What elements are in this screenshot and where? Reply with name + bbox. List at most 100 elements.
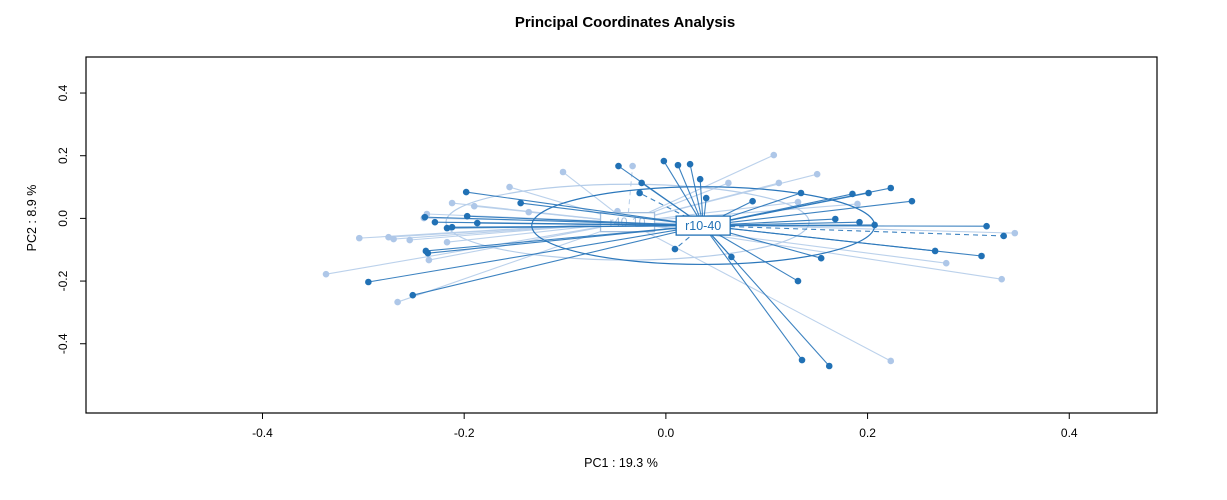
spider-line-r10-40 xyxy=(703,200,913,227)
data-point-r40-10 xyxy=(470,202,478,210)
data-point-r40-10 xyxy=(794,198,802,206)
data-point-r40-10 xyxy=(506,183,513,191)
data-point-r10-40 xyxy=(638,179,645,187)
y-tick-label: 0.0 xyxy=(56,210,70,227)
data-point-r40-10 xyxy=(425,256,433,264)
data-point-r40-10 xyxy=(887,357,895,365)
data-point-r10-40 xyxy=(728,253,735,261)
data-point-r10-40 xyxy=(615,162,622,170)
spider-line-r40-10 xyxy=(627,173,818,223)
x-tick-label: -0.2 xyxy=(454,426,475,440)
centroid-label-box-r10-40 xyxy=(675,215,731,236)
data-point-r10-40 xyxy=(686,160,694,168)
data-point-r10-40 xyxy=(849,190,856,198)
data-point-r10-40 xyxy=(797,189,805,197)
spider-line-r10-40 xyxy=(702,225,830,367)
data-point-r10-40 xyxy=(421,213,429,221)
spider-line-r10-40 xyxy=(412,225,704,296)
x-axis-label: PC1 : 19.3 % xyxy=(584,456,658,470)
plot-title: Principal Coordinates Analysis xyxy=(515,14,735,31)
x-tick-label: -0.4 xyxy=(252,426,273,440)
data-point-r10-40 xyxy=(696,175,704,183)
spider-line-r10-40 xyxy=(663,160,704,226)
data-point-r10-40 xyxy=(517,199,524,207)
spider-line-r10-40 xyxy=(689,164,704,226)
data-point-r10-40 xyxy=(660,157,668,165)
data-point-r40-10 xyxy=(725,179,732,187)
data-point-r10-40 xyxy=(856,218,863,226)
data-point-r40-10 xyxy=(1011,229,1019,237)
data-point-r10-40 xyxy=(443,224,451,232)
data-point-r40-10 xyxy=(394,298,401,306)
data-point-r10-40 xyxy=(409,291,417,299)
spider-line-r40-10 xyxy=(627,221,892,362)
data-point-r10-40 xyxy=(674,161,682,169)
data-point-r10-40 xyxy=(671,245,679,253)
data-point-r10-40 xyxy=(463,212,471,220)
data-point-r40-10 xyxy=(406,236,414,244)
data-point-r40-10 xyxy=(854,200,861,208)
spider-line-r10-40 xyxy=(520,202,704,227)
spider-line-r10-40 xyxy=(702,225,803,361)
centroid-label-r10-40: r10-40 xyxy=(685,219,721,233)
y-tick-label: 0.2 xyxy=(56,147,70,164)
data-point-r40-10 xyxy=(770,151,778,159)
plot-frame xyxy=(85,56,1158,414)
data-point-r40-10 xyxy=(629,162,636,170)
y-tick-label: 0.4 xyxy=(56,84,70,101)
spider-line-r10-40 xyxy=(703,187,891,227)
spider-line-r40-10 xyxy=(446,221,628,243)
spider-line-r40-10 xyxy=(397,221,628,303)
data-point-r10-40 xyxy=(462,188,470,196)
data-point-r40-10 xyxy=(813,170,821,178)
data-point-r10-40 xyxy=(636,189,643,197)
y-axis-label: PC2 : 8.9 % xyxy=(25,185,39,252)
y-tick-label: -0.4 xyxy=(56,333,70,354)
data-point-r10-40 xyxy=(865,189,872,197)
data-point-r40-10 xyxy=(385,233,392,241)
data-point-r10-40 xyxy=(983,222,990,230)
spider-line-r10-40 xyxy=(674,225,704,250)
data-point-r40-10 xyxy=(775,179,783,187)
data-point-r40-10 xyxy=(942,259,950,267)
data-point-r40-10 xyxy=(443,238,451,246)
spider-line-r10-40 xyxy=(368,225,704,283)
data-point-r10-40 xyxy=(431,218,439,226)
data-point-r40-10 xyxy=(390,235,397,243)
data-point-r10-40 xyxy=(702,194,710,202)
data-point-r40-10 xyxy=(322,270,330,278)
data-point-r10-40 xyxy=(473,219,481,227)
data-point-r10-40 xyxy=(831,215,839,223)
data-point-r40-10 xyxy=(448,199,456,207)
spider-line-r40-10 xyxy=(409,221,628,241)
spider-line-r10-40 xyxy=(477,222,704,227)
data-point-r10-40 xyxy=(908,197,916,205)
data-point-r10-40 xyxy=(871,221,878,229)
x-tick-label: 0.4 xyxy=(1061,426,1078,440)
data-point-r40-10 xyxy=(525,208,533,216)
data-point-r10-40 xyxy=(887,184,895,192)
y-tick-label: -0.2 xyxy=(56,270,70,291)
spider-line-r10-40 xyxy=(467,215,704,227)
data-point-r40-10 xyxy=(559,168,567,176)
data-point-r10-40 xyxy=(825,362,833,370)
spider-line-r10-40 xyxy=(703,225,987,227)
data-point-r10-40 xyxy=(978,252,985,260)
data-point-r40-10 xyxy=(998,275,1005,283)
data-point-r10-40 xyxy=(817,254,825,262)
x-tick-label: 0.0 xyxy=(658,426,675,440)
spider-line-r10-40 xyxy=(452,225,704,228)
data-point-r10-40 xyxy=(422,247,430,255)
data-point-r10-40 xyxy=(1000,232,1008,240)
x-tick-label: 0.2 xyxy=(859,426,876,440)
spider-line-r10-40 xyxy=(466,191,704,227)
data-point-r10-40 xyxy=(794,277,802,285)
spider-line-r10-40 xyxy=(425,225,704,252)
data-point-r10-40 xyxy=(931,247,939,255)
data-point-r10-40 xyxy=(749,197,756,205)
data-point-r10-40 xyxy=(798,356,806,364)
data-point-r40-10 xyxy=(355,234,363,242)
data-point-r10-40 xyxy=(448,223,456,231)
